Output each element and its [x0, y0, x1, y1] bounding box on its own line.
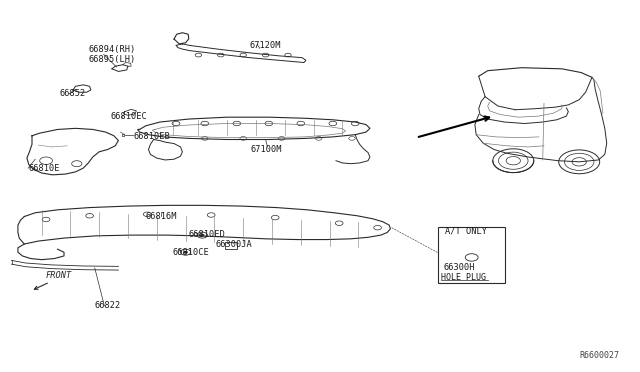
Text: HOLE PLUG: HOLE PLUG: [441, 273, 486, 282]
Circle shape: [184, 251, 188, 253]
Text: 66894(RH): 66894(RH): [88, 45, 136, 54]
Text: 66810ED: 66810ED: [189, 230, 225, 239]
Text: FRONT: FRONT: [46, 272, 72, 280]
Text: R6600027: R6600027: [580, 351, 620, 360]
Text: 66895(LH): 66895(LH): [88, 55, 136, 64]
Text: 66300JA: 66300JA: [215, 240, 252, 248]
Text: 66810EB: 66810EB: [133, 132, 170, 141]
Text: 67120M: 67120M: [250, 41, 281, 50]
Circle shape: [200, 234, 204, 236]
Text: 66300H: 66300H: [444, 263, 475, 272]
Text: 66810EC: 66810EC: [110, 112, 147, 121]
Text: A/T ONLY: A/T ONLY: [445, 226, 487, 235]
Text: 66810CE: 66810CE: [173, 248, 209, 257]
Text: 66816M: 66816M: [146, 212, 177, 221]
Text: 66852: 66852: [60, 89, 86, 98]
Text: 66822: 66822: [95, 301, 121, 310]
Text: 66810E: 66810E: [28, 164, 60, 173]
Text: 67100M: 67100M: [251, 145, 282, 154]
